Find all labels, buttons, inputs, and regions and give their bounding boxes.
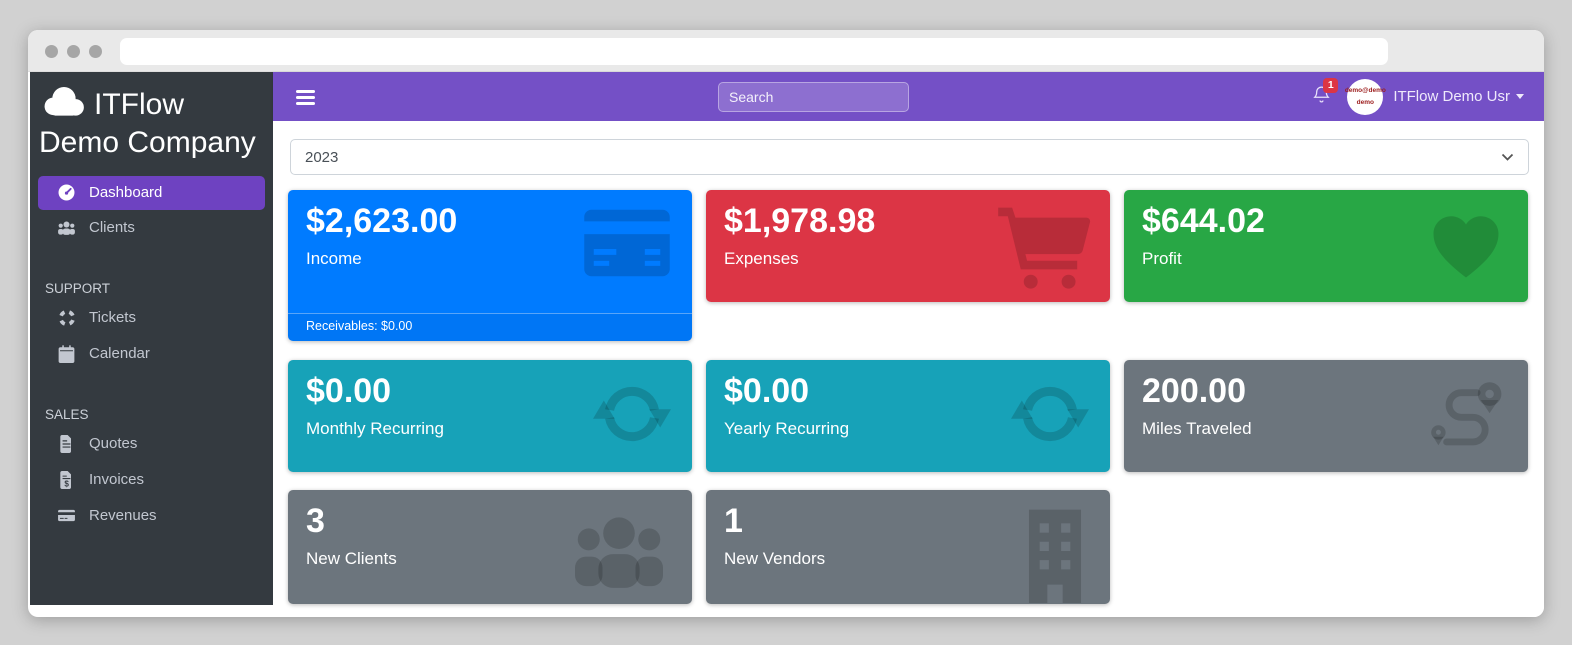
yearly-recurring-card: $0.00 Yearly Recurring	[706, 360, 1110, 472]
sidebar-toggle-button[interactable]	[296, 90, 315, 106]
profit-label: Profit	[1142, 248, 1182, 268]
expenses-card: $1,978.98 Expenses	[706, 190, 1110, 302]
sidebar-item-label: Revenues	[89, 507, 157, 525]
chevron-down-icon	[1501, 153, 1514, 162]
new-vendors-value: 1	[724, 502, 743, 540]
navbar-right-cluster: 1 demo@demo demo ITFlow Demo Usr	[1313, 72, 1524, 121]
brand-link[interactable]: ITFlow Demo Company	[30, 72, 273, 162]
income-label: Income	[306, 248, 362, 268]
income-value: $2,623.00	[306, 202, 458, 240]
miles-traveled-card: 200.00 Miles Traveled	[1124, 360, 1528, 472]
credit-card-icon	[580, 205, 674, 286]
main-content: 2023 $2,623.00 Income Receivables: $0.00…	[273, 121, 1544, 617]
credit-card-icon	[55, 508, 78, 523]
file-invoice-dollar-icon: $	[55, 470, 78, 489]
hamburger-icon	[296, 90, 315, 93]
sidebar-item-calendar[interactable]: Calendar	[30, 336, 273, 372]
year-select[interactable]: 2023	[290, 139, 1529, 175]
user-name: ITFlow Demo Usr	[1393, 88, 1510, 105]
miles-traveled-value: 200.00	[1142, 372, 1246, 410]
notifications-button[interactable]: 1	[1313, 77, 1339, 109]
sidebar-nav: Dashboard Clients SUPPORT	[30, 175, 273, 534]
expenses-value: $1,978.98	[724, 202, 876, 240]
search-input[interactable]	[719, 83, 908, 111]
caret-down-icon	[1516, 94, 1524, 99]
sidebar-section-support: SUPPORT	[45, 280, 111, 296]
window-control-dot[interactable]	[45, 45, 58, 58]
sidebar-item-label: Invoices	[89, 471, 145, 489]
avatar[interactable]: demo@demo demo	[1345, 78, 1386, 115]
browser-titlebar	[28, 30, 1544, 72]
year-select-value: 2023	[305, 148, 339, 166]
cloud-icon	[44, 86, 84, 116]
new-vendors-card: 1 New Vendors	[706, 490, 1110, 604]
new-clients-value: 3	[306, 502, 325, 540]
users-icon	[55, 219, 78, 236]
heart-icon	[1422, 205, 1510, 290]
new-vendors-label: New Vendors	[724, 548, 826, 568]
user-dropdown[interactable]: ITFlow Demo Usr	[1393, 88, 1524, 105]
svg-text:$: $	[64, 479, 69, 488]
sidebar-item-label: Quotes	[89, 435, 138, 453]
browser-window: ITFlow Demo Company Dashboard	[28, 30, 1544, 617]
route-icon	[1418, 375, 1510, 464]
notification-badge: 1	[1323, 77, 1339, 93]
sync-icon	[1008, 375, 1092, 458]
sidebar-item-label: Dashboard	[89, 184, 163, 202]
file-quote-icon	[55, 434, 78, 453]
sidebar: ITFlow Demo Company Dashboard	[30, 72, 273, 605]
building-icon	[1018, 505, 1092, 604]
sidebar-item-clients[interactable]: Clients	[30, 210, 273, 246]
monthly-recurring-value: $0.00	[306, 372, 392, 410]
sidebar-item-revenues[interactable]: Revenues	[30, 498, 273, 534]
sidebar-item-label: Tickets	[89, 309, 136, 327]
profit-card: $644.02 Profit	[1124, 190, 1528, 302]
new-clients-label: New Clients	[306, 548, 397, 568]
sidebar-item-quotes[interactable]: Quotes	[30, 426, 273, 462]
expenses-label: Expenses	[724, 248, 799, 268]
calendar-icon	[55, 344, 78, 363]
global-search	[718, 82, 909, 112]
yearly-recurring-label: Yearly Recurring	[724, 418, 850, 438]
sidebar-section-sales: SALES	[45, 406, 89, 422]
life-ring-icon	[55, 309, 78, 327]
users-icon	[564, 505, 674, 598]
sidebar-item-invoices[interactable]: $ Invoices	[30, 462, 273, 498]
new-clients-card: 3 New Clients	[288, 490, 692, 604]
sidebar-item-dashboard[interactable]: Dashboard	[38, 175, 265, 210]
window-control-dot[interactable]	[89, 45, 102, 58]
monthly-recurring-label: Monthly Recurring	[306, 418, 444, 438]
tachometer-icon	[55, 183, 78, 202]
profit-value: $644.02	[1142, 202, 1265, 240]
sync-icon	[590, 375, 674, 458]
yearly-recurring-value: $0.00	[724, 372, 810, 410]
window-controls	[45, 45, 102, 58]
sidebar-item-label: Calendar	[89, 345, 150, 363]
shopping-cart-icon	[996, 205, 1092, 295]
miles-traveled-label: Miles Traveled	[1142, 418, 1252, 438]
income-footer: Receivables: $0.00	[288, 313, 692, 341]
sidebar-item-label: Clients	[89, 219, 135, 237]
sidebar-item-tickets[interactable]: Tickets	[30, 300, 273, 336]
window-control-dot[interactable]	[67, 45, 80, 58]
monthly-recurring-card: $0.00 Monthly Recurring	[288, 360, 692, 472]
address-bar[interactable]	[120, 38, 1388, 65]
top-navbar: 1 demo@demo demo ITFlow Demo Usr	[273, 72, 1544, 121]
income-card: $2,623.00 Income Receivables: $0.00	[288, 190, 692, 341]
brand-text: ITFlow Demo Company	[39, 88, 256, 159]
